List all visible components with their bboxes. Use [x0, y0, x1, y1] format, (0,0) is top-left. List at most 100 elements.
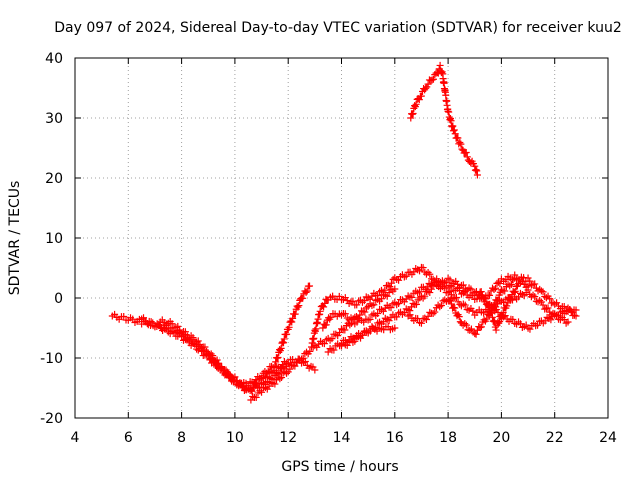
- data-point: [494, 296, 502, 304]
- data-point: [485, 300, 493, 308]
- data-point: [422, 316, 430, 324]
- data-point: [256, 376, 264, 384]
- data-point: [226, 372, 234, 380]
- data-point: [381, 286, 389, 294]
- data-point: [466, 326, 474, 334]
- data-point: [424, 268, 432, 276]
- data-point: [424, 80, 432, 88]
- data-point: [486, 304, 494, 312]
- grid-lines: [75, 58, 608, 418]
- data-point: [421, 292, 429, 300]
- data-point: [299, 294, 307, 302]
- data-point: [490, 317, 498, 325]
- data-point: [247, 396, 255, 404]
- data-point: [472, 330, 480, 338]
- data-point: [358, 331, 366, 339]
- data-point: [272, 358, 280, 366]
- data-point: [427, 285, 435, 293]
- data-point: [276, 375, 284, 383]
- data-point: [391, 324, 399, 332]
- data-point: [393, 313, 401, 321]
- data-point: [437, 302, 445, 310]
- data-point: [284, 360, 292, 368]
- data-point: [451, 304, 459, 312]
- data-point: [286, 365, 294, 373]
- data-point: [364, 329, 372, 337]
- data-point: [293, 358, 301, 366]
- data-point: [509, 315, 517, 323]
- data-point: [461, 301, 469, 309]
- data-point: [263, 378, 271, 386]
- data-point: [428, 76, 436, 84]
- data-point: [494, 278, 502, 286]
- data-point: [409, 299, 417, 307]
- data-point: [572, 306, 580, 314]
- y-tick-label: -10: [40, 351, 63, 367]
- x-ticks: 4 6 8 10 12 14 16 18 20 22 24: [71, 58, 617, 446]
- data-point: [258, 388, 266, 396]
- data-point: [374, 309, 382, 317]
- data-point: [412, 100, 420, 108]
- data-point: [239, 382, 247, 390]
- data-point: [416, 288, 424, 296]
- data-point: [328, 335, 336, 343]
- data-point: [537, 287, 545, 295]
- data-point: [416, 267, 424, 275]
- data-point: [526, 277, 534, 285]
- data-point: [503, 302, 511, 310]
- data-point: [499, 309, 507, 317]
- x-tick-label: 22: [546, 430, 564, 446]
- data-point: [372, 323, 380, 331]
- data-point: [218, 363, 226, 371]
- data-point: [546, 295, 554, 303]
- data-point: [431, 308, 439, 316]
- data-point: [572, 312, 580, 320]
- data-point: [279, 338, 287, 346]
- data-point: [492, 326, 500, 334]
- data-point: [341, 310, 349, 318]
- data-point: [422, 84, 430, 92]
- data-point: [456, 139, 464, 147]
- data-point: [536, 297, 544, 305]
- data-point: [346, 321, 354, 329]
- series-track-i: [404, 274, 532, 338]
- data-point: [353, 301, 361, 309]
- data-point: [379, 318, 387, 326]
- data-point: [446, 287, 454, 295]
- data-point: [207, 350, 215, 358]
- data-point: [194, 337, 202, 345]
- data-point: [451, 130, 459, 138]
- series-track-g: [324, 323, 399, 356]
- data-point: [289, 314, 297, 322]
- data-point: [407, 114, 415, 122]
- plot-frame: [74, 57, 609, 419]
- data-point: [248, 387, 256, 395]
- data-point: [539, 301, 547, 309]
- x-tick-label: 20: [492, 430, 510, 446]
- data-point: [291, 362, 299, 370]
- data-point: [455, 313, 463, 321]
- data-point: [452, 293, 460, 301]
- data-point: [469, 307, 477, 315]
- data-point: [436, 303, 444, 311]
- data-point: [357, 307, 365, 315]
- data-point: [276, 346, 284, 354]
- data-point: [515, 293, 523, 301]
- data-point: [330, 346, 338, 354]
- data-point: [295, 302, 303, 310]
- data-point: [555, 312, 563, 320]
- data-point: [362, 304, 370, 312]
- data-point: [560, 316, 568, 324]
- data-point: [294, 303, 302, 311]
- data-point: [458, 145, 466, 153]
- x-tick-label: 16: [386, 430, 404, 446]
- data-point: [457, 140, 465, 148]
- data-point: [419, 264, 427, 272]
- data-point: [437, 69, 445, 77]
- data-point: [302, 288, 310, 296]
- data-point: [408, 110, 416, 118]
- data-point: [374, 292, 382, 300]
- chart-title: Day 097 of 2024, Sidereal Day-to-day VTE…: [54, 20, 622, 36]
- data-point: [306, 282, 314, 290]
